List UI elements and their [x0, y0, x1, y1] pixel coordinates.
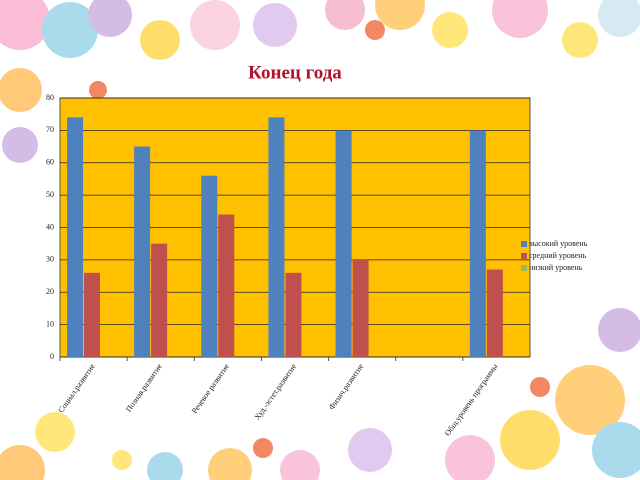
y-tick-label: 40: [46, 222, 54, 231]
bar: [486, 269, 503, 357]
bar: [335, 130, 352, 357]
y-tick-label: 60: [46, 158, 54, 167]
bar: [84, 272, 100, 357]
bar: [151, 243, 168, 357]
legend-label: высокий уровень: [529, 239, 588, 248]
bar: [134, 146, 151, 357]
bar: [268, 117, 285, 357]
legend-label: средний уровень: [529, 251, 586, 260]
legend-swatch: [521, 241, 527, 247]
bar: [218, 214, 235, 357]
bar: [352, 259, 369, 357]
y-tick-label: 70: [46, 125, 54, 134]
bar: [285, 272, 302, 357]
y-tick-label: 30: [46, 255, 54, 264]
y-tick-label: 50: [46, 190, 54, 199]
legend-swatch: [521, 265, 527, 271]
bar: [67, 117, 83, 357]
y-tick-label: 10: [46, 319, 54, 328]
bar: [201, 175, 218, 357]
y-tick-label: 80: [46, 93, 54, 102]
legend-swatch: [521, 253, 527, 259]
bar: [469, 130, 486, 357]
chart-title: Конец года: [248, 62, 342, 83]
legend-label: низкий уровень: [529, 263, 583, 272]
y-tick-label: 20: [46, 287, 54, 296]
y-tick-label: 0: [50, 352, 54, 361]
